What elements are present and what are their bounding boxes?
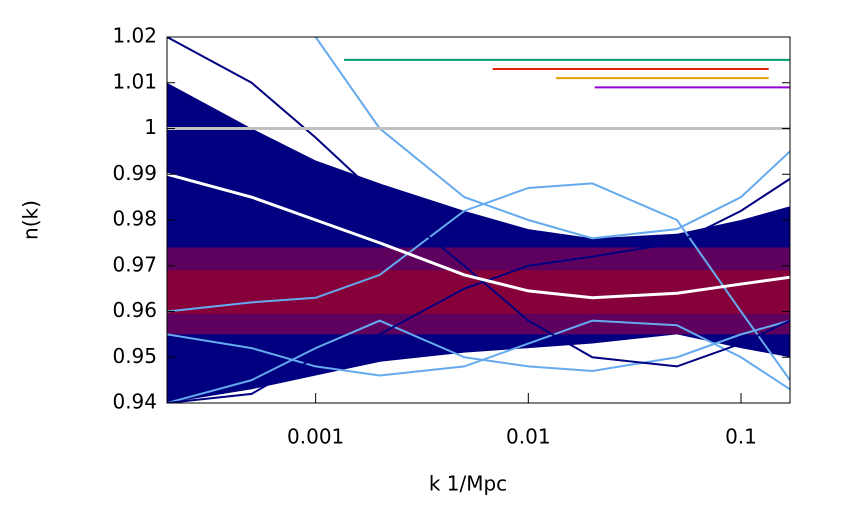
x-axis-label: k 1/Mpc <box>429 472 507 496</box>
y-axis-label: n(k) <box>19 200 43 240</box>
y-tick-label: 0.95 <box>112 344 157 368</box>
x-tick-label: 0.01 <box>506 425 551 449</box>
y-tick-label: 1.02 <box>112 24 157 48</box>
y-tick-label: 0.97 <box>112 252 157 276</box>
series-line <box>312 37 790 240</box>
y-tick-label: 0.96 <box>112 298 157 322</box>
plot-area <box>167 37 790 403</box>
y-tick-label: 0.94 <box>112 390 157 414</box>
series-line <box>167 319 790 403</box>
y-tick-label: 0.99 <box>112 161 157 185</box>
x-tick-label: 0.001 <box>287 425 344 449</box>
series-line <box>167 177 790 403</box>
y-tick-label: 1.01 <box>112 69 157 93</box>
series-line <box>167 172 790 300</box>
y-tick-label: 0.98 <box>112 207 157 231</box>
series-line <box>167 319 790 391</box>
series-line <box>167 182 790 381</box>
x-tick-label: 0.1 <box>725 425 757 449</box>
series-line <box>167 37 790 368</box>
y-tick-label: 1 <box>144 115 157 139</box>
envelope <box>167 82 790 403</box>
